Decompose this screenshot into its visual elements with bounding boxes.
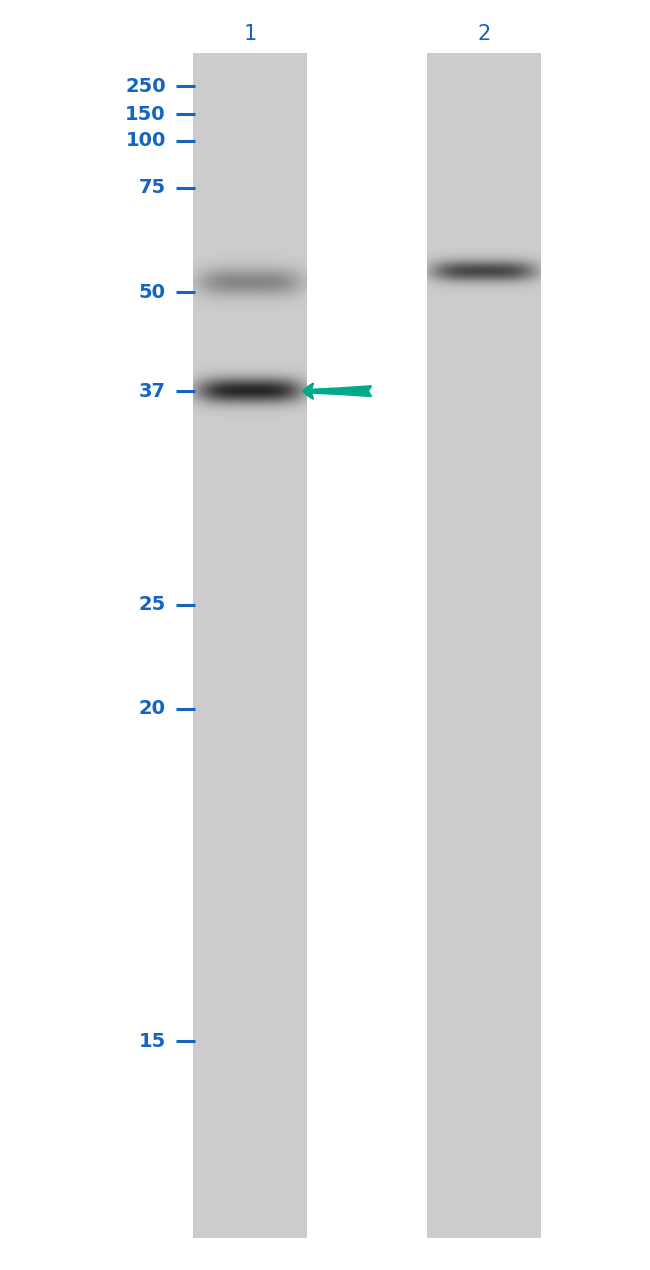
Text: 75: 75 xyxy=(138,179,166,197)
Bar xyxy=(428,53,541,1238)
Text: 150: 150 xyxy=(125,105,166,123)
Text: 20: 20 xyxy=(138,700,166,718)
Text: 25: 25 xyxy=(138,596,166,613)
Text: 250: 250 xyxy=(125,77,166,95)
Text: 2: 2 xyxy=(478,24,491,44)
Bar xyxy=(194,53,307,1238)
Text: 100: 100 xyxy=(125,132,166,150)
Text: 50: 50 xyxy=(138,283,166,301)
Text: 37: 37 xyxy=(138,382,166,400)
Text: 15: 15 xyxy=(138,1033,166,1050)
Text: 1: 1 xyxy=(244,24,257,44)
